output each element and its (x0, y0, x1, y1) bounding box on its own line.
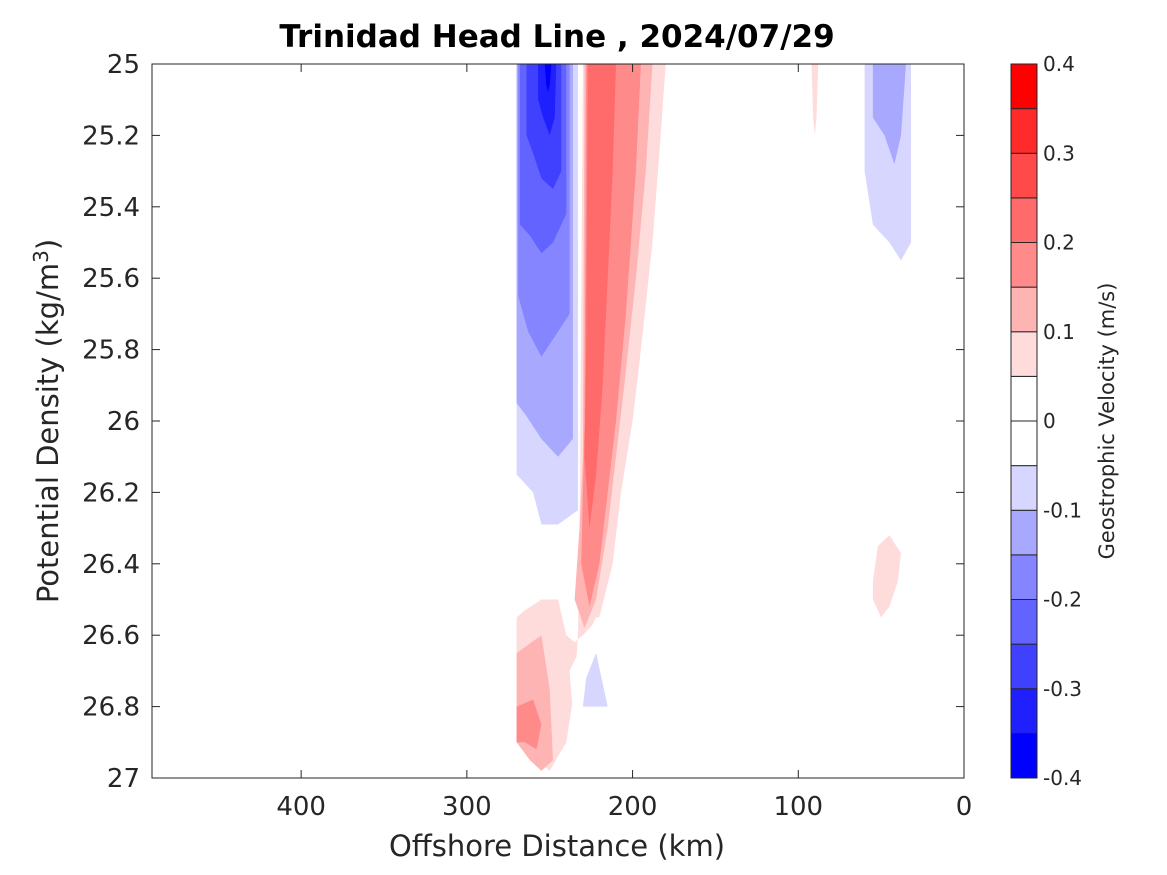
y-tick-label: 26 (107, 407, 140, 437)
y-tick-label: 26.8 (82, 693, 140, 723)
x-axis-ticks: 400 300 200 100 0 (276, 64, 972, 822)
contour-region (544, 64, 552, 93)
colorbar-segment (1010, 63, 1038, 110)
y-tick-label: 25.8 (82, 336, 140, 366)
colorbar-segment (1010, 286, 1038, 333)
colorbar-label: Geostrophic Velocity (m/s) (1095, 283, 1119, 560)
x-axis-label: Offshore Distance (km) (389, 829, 725, 863)
y-axis-label-prefix: Potential Density (kg/m (31, 263, 65, 603)
colorbar-segment (1010, 108, 1038, 154)
contour-region (872, 64, 906, 164)
colorbar-segment (1010, 554, 1038, 600)
colorbar-segment (1010, 509, 1038, 556)
colorbar-tick-label: 0.2 (1043, 231, 1075, 255)
contour-region (584, 64, 616, 529)
colorbar-tick-label: -0.1 (1043, 498, 1082, 522)
contour-region (582, 653, 608, 707)
colorbar-segment (1010, 643, 1038, 690)
contour-region (872, 535, 901, 618)
colorbar-tick-label: -0.4 (1043, 766, 1082, 790)
colorbar-segment (1010, 599, 1038, 645)
chart-title: Trinidad Head Line , 2024/07/29 (279, 19, 834, 55)
y-axis-ticks: 25 25.2 25.4 25.6 25.8 26 26.2 26.4 26.6 26.8 27 (82, 50, 964, 794)
y-tick-label: 26.4 (82, 550, 140, 580)
y-axis-label: Potential Density (kg/m3) (29, 239, 65, 603)
colorbar-tick-label: 0.1 (1043, 320, 1075, 344)
y-tick-label: 25 (107, 50, 140, 80)
y-axis-label-superscript: 3 (29, 250, 53, 263)
colorbar-frame (1010, 63, 1038, 779)
colorbar-tick-label: 0.4 (1043, 52, 1075, 76)
colorbar-segment (1010, 242, 1038, 288)
colorbar-tick-label: -0.3 (1043, 677, 1082, 701)
colorbar-segment (1010, 331, 1038, 377)
x-tick-label: 400 (276, 792, 326, 822)
contour-region (538, 64, 557, 136)
contour-region (811, 64, 819, 136)
colorbar-segment (1010, 197, 1038, 243)
y-tick-label: 25.4 (82, 193, 140, 223)
colorbar-segment (1010, 688, 1038, 734)
y-tick-label: 25.2 (82, 121, 140, 151)
y-tick-label: 25.6 (82, 264, 140, 294)
colorbar-segment (1010, 152, 1038, 199)
x-tick-label: 0 (956, 792, 973, 822)
y-tick-label: 26.6 (82, 621, 140, 651)
y-tick-label: 27 (107, 764, 140, 794)
y-axis-label-suffix: ) (31, 239, 65, 250)
colorbar-segment (1010, 465, 1038, 511)
contour-fills (516, 64, 915, 771)
colorbar-segment (1010, 375, 1038, 422)
colorbar-tick-label: 0.3 (1043, 141, 1075, 165)
x-tick-label: 100 (773, 792, 823, 822)
contour-region (516, 699, 542, 750)
colorbar-tick-label: -0.2 (1043, 588, 1082, 612)
x-tick-label: 200 (608, 792, 658, 822)
colorbar: -0.4 -0.3 -0.2 -0.1 0 0.1 0.2 0.3 0.4 (1010, 52, 1082, 790)
x-tick-label: 300 (442, 792, 492, 822)
colorbar-segment (1010, 732, 1038, 779)
colorbar-tick-label: 0 (1043, 409, 1056, 433)
y-tick-label: 26.2 (82, 478, 140, 508)
colorbar-segment (1010, 420, 1038, 467)
